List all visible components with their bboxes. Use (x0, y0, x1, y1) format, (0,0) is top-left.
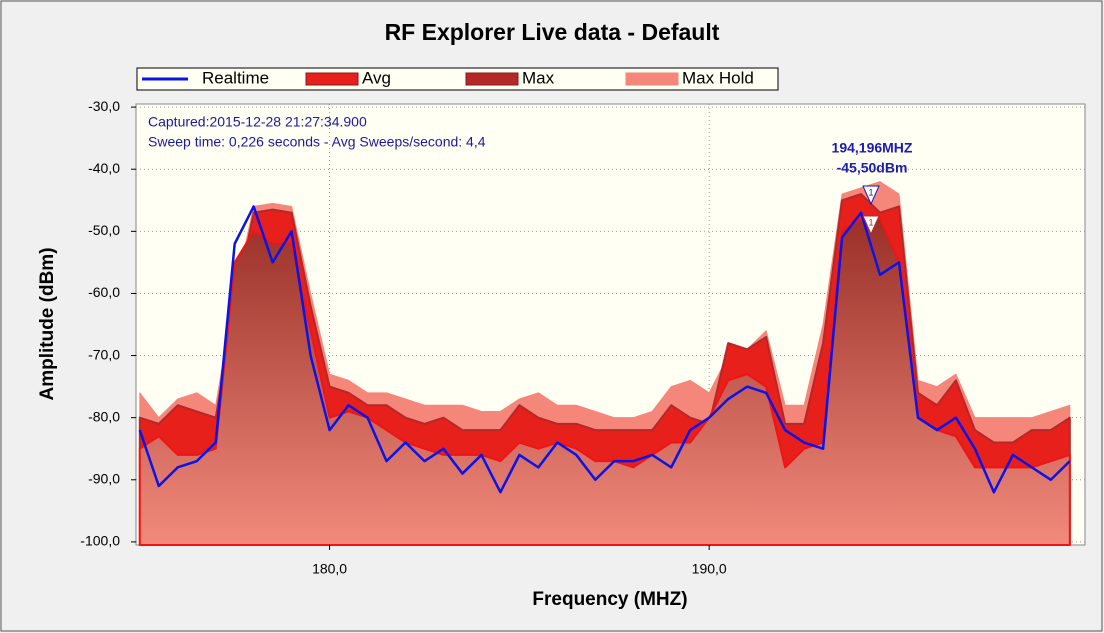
y-tick-label: -100,0 (80, 533, 120, 549)
y-tick-label: -70,0 (88, 346, 120, 362)
legend-label: Max (522, 68, 555, 87)
x-axis-label: Frequency (MHZ) (532, 589, 687, 610)
legend-label: Avg (362, 68, 391, 87)
marker-frequency: 194,196MHZ (832, 140, 913, 156)
y-tick-label: -80,0 (88, 408, 120, 424)
capture-info: Captured:2015-12-28 21:27:34.900 (148, 114, 367, 130)
y-tick-label: -30,0 (88, 98, 120, 114)
legend-swatch (465, 72, 519, 86)
plot (136, 104, 1085, 546)
y-tick-label: -50,0 (88, 222, 120, 238)
y-tick-label: -90,0 (88, 470, 120, 486)
legend-swatch (305, 72, 359, 86)
y-tick-label: -40,0 (88, 160, 120, 176)
y-tick-label: -60,0 (88, 284, 120, 300)
svg-text:1: 1 (868, 187, 873, 197)
legend-label: Max Hold (682, 68, 754, 87)
legend-label: Realtime (202, 68, 269, 87)
y-axis-label: Amplitude (dBm) (37, 247, 58, 400)
line (138, 205, 1071, 494)
x-tick-label: 190,0 (692, 561, 727, 577)
legend-box (136, 67, 779, 91)
x-tick-label: 180,0 (312, 561, 347, 577)
svg-text:1: 1 (868, 217, 873, 227)
marker-amplitude: -45,50dBm (837, 160, 908, 176)
legend-swatch (625, 72, 679, 86)
sweep-info: Sweep time: 0,226 seconds - Avg Sweeps/s… (148, 134, 486, 150)
chart-title: RF Explorer Live data - Default (385, 19, 720, 45)
marker-icons: 1 1 (862, 185, 880, 236)
